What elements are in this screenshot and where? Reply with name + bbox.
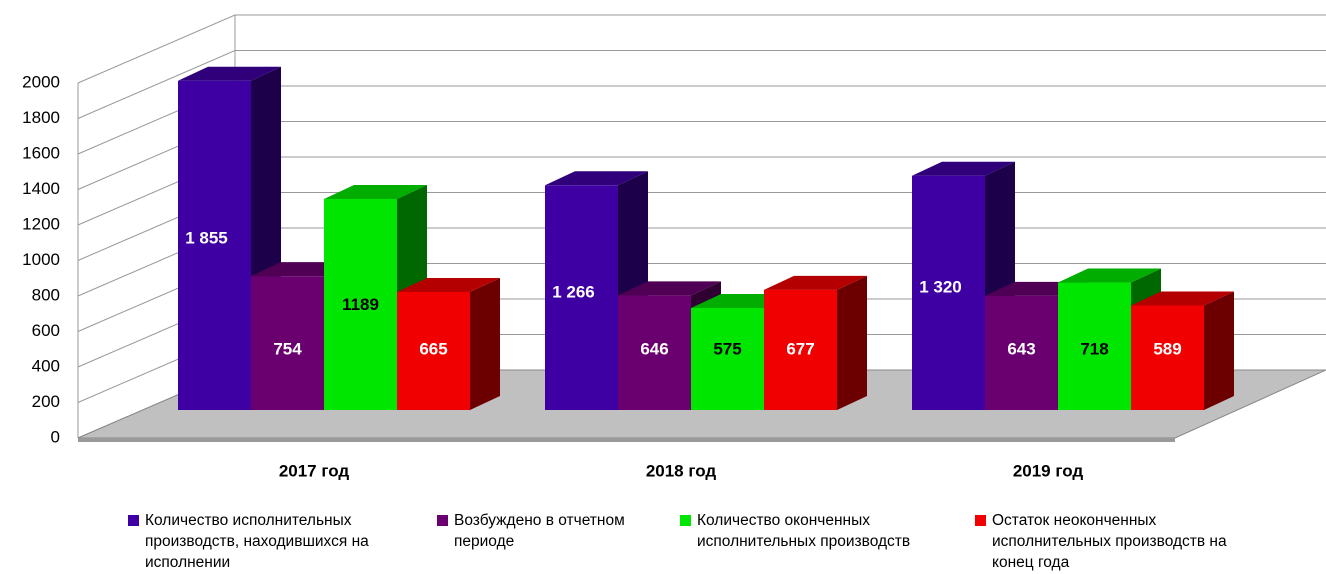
bar-side [1204,291,1234,410]
x-tick-label: 2018 год [646,461,717,480]
y-tick-label: 1000 [22,250,60,269]
y-tick-label: 800 [32,285,60,304]
y-tick-label: 1400 [22,179,60,198]
y-tick-label: 1800 [22,108,60,127]
data-label: 646 [640,339,668,358]
chart: 0 200 400 600 800 1000 1200 1400 1600 1800 2000 201… [22,14,1326,481]
y-tick-label: 400 [32,356,60,375]
legend-label: Количество исполнительных производств, н… [145,512,369,571]
data-label: 677 [786,339,814,358]
data-label: 575 [713,339,741,358]
data-label: 1 855 [185,228,228,247]
y-tick-label: 600 [32,321,60,340]
data-label: 643 [1007,339,1035,358]
bar [618,295,691,410]
bar-top [178,66,281,81]
bar [985,295,1058,410]
legend-swatch [975,515,986,526]
bar [178,80,251,411]
bar-top [618,281,721,296]
data-label: 665 [419,339,447,358]
data-label: 1189 [342,295,379,314]
data-label: 754 [273,339,302,358]
y-tick-label: 200 [32,392,60,411]
legend-label: Количество оконченных исполнительных про… [697,512,911,550]
bar [691,307,764,410]
bar-side [837,275,867,410]
legend-item: Количество оконченных исполнительных про… [680,510,955,552]
floor-edge [78,438,1175,442]
bar [545,185,618,410]
x-tick-label: 2019 год [1013,461,1084,480]
data-label: 1 266 [552,283,595,302]
bar-top [764,275,867,290]
bar [764,289,837,410]
bar-top [324,184,427,199]
y-tick-label: 0 [51,427,60,446]
legend-swatch [680,515,691,526]
data-label: 1 320 [919,278,962,297]
data-label: 718 [1080,339,1108,358]
bar-top [397,277,500,292]
y-tick-label: 1600 [22,143,60,162]
bar [1058,282,1131,410]
legend-swatch [437,515,448,526]
legend-label: Возбуждено в отчетном периоде [454,512,625,550]
bar [397,291,470,410]
bar [1131,305,1204,410]
bar-top [545,171,648,186]
y-tick-label: 1200 [22,214,60,233]
grid-line [77,14,1326,84]
y-tick-label: 2000 [22,72,60,91]
bar [251,276,324,410]
bar [912,175,985,410]
x-tick-label: 2017 год [279,461,350,480]
bar-side [470,277,500,410]
legend-item: Возбуждено в отчетном периоде [437,510,672,552]
bar-top [912,161,1015,176]
legend-label: Остаток неоконченных исполнительных прои… [992,512,1227,571]
legend-item: Количество исполнительных производств, н… [128,510,413,573]
bar [324,198,397,410]
bar-top [1131,291,1234,306]
data-label: 589 [1153,339,1181,358]
legend-swatch [128,515,139,526]
legend-item: Остаток неоконченных исполнительных прои… [975,510,1245,573]
grid-line [77,50,1326,119]
bar-top [1058,268,1161,283]
